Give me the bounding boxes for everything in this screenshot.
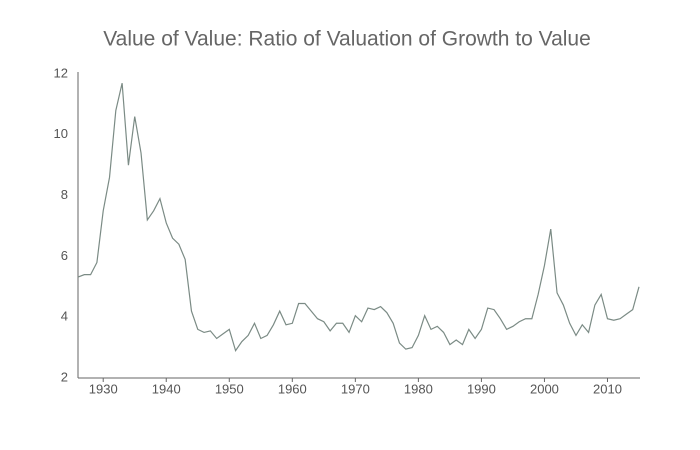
y-tick-label: 10 (54, 126, 68, 141)
y-tick-label: 2 (61, 369, 68, 384)
chart-title: Value of Value: Ratio of Valuation of Gr… (103, 28, 591, 51)
y-tick-label: 8 (61, 187, 68, 202)
x-tick-label: 2000 (530, 381, 559, 396)
x-tick-label: 1940 (152, 381, 181, 396)
x-tick-label: 1930 (89, 381, 118, 396)
x-tick-label: 1970 (341, 381, 370, 396)
y-tick-label: 12 (54, 65, 68, 80)
y-tick-label: 6 (61, 248, 68, 263)
x-tick-label: 1960 (278, 381, 307, 396)
y-tick-label: 4 (61, 309, 68, 324)
x-tick-label: 2010 (593, 381, 622, 396)
x-tick-label: 1980 (404, 381, 433, 396)
data-line (77, 82, 640, 353)
x-tick-label: 1950 (215, 381, 244, 396)
x-tick-label: 1990 (467, 381, 496, 396)
